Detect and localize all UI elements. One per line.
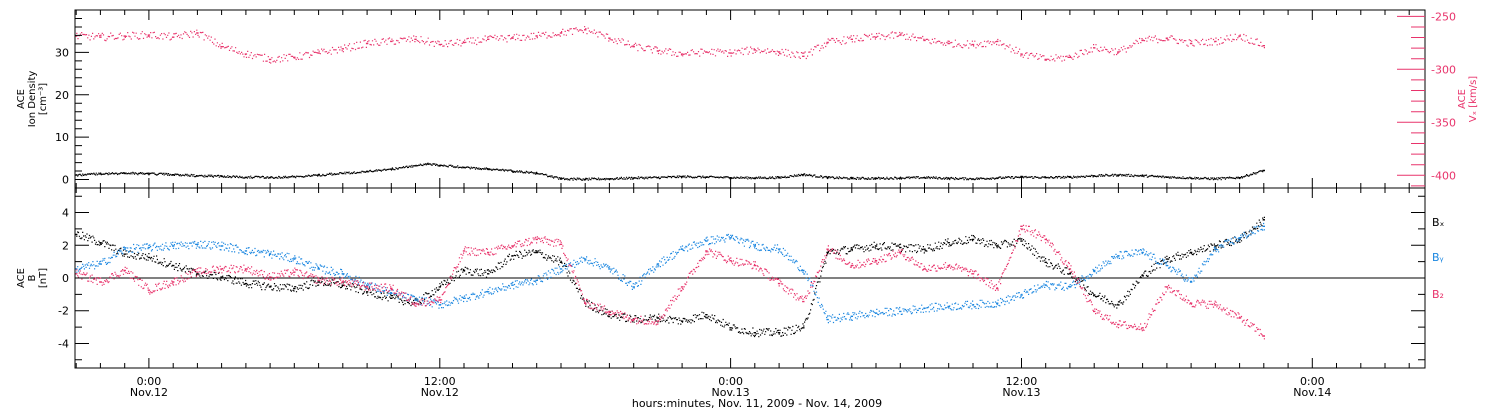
top-panel-frame [74, 9, 1426, 189]
x-tick-time: 12:00 [424, 375, 456, 388]
legend-entry: Bᵧ [1432, 251, 1444, 264]
velocity-tick-label: -300 [1431, 63, 1456, 76]
x-tick-date: Nov.14 [1293, 386, 1331, 399]
b-ticks [75, 195, 1425, 361]
b-tick-label: 2 [62, 239, 69, 252]
velocity-tick-label: -400 [1431, 169, 1456, 182]
velocity-ticks [1397, 15, 1425, 187]
density-tick-label: 10 [55, 131, 69, 144]
b-tick-label: 0 [62, 272, 69, 285]
b-tick-label: -4 [58, 337, 69, 350]
density-axis-label-line: Ion Density [27, 71, 38, 128]
velocity-axis-label: ACE Vₓ [km/s] [1457, 76, 1479, 122]
x-tick-time: 0:00 [137, 375, 162, 388]
x-axis-caption: hours:minutes, Nov. 11, 2009 - Nov. 14, … [632, 397, 882, 410]
b-axis-label-line: [nT] [38, 268, 49, 288]
density-tick-label: 30 [55, 46, 69, 59]
velocity-axis-label-line: Vₓ [km/s] [1468, 76, 1479, 122]
x-tick-time: 0:00 [1300, 375, 1325, 388]
b-tick-label: 4 [62, 207, 69, 220]
bz-series [75, 224, 1265, 340]
x-ticks [75, 10, 1410, 368]
velocity-tick-label: -350 [1431, 116, 1456, 129]
b-axis-label-line: ACE [16, 268, 27, 288]
density-tick-label: 0 [62, 174, 69, 187]
bz-series-points [75, 224, 1265, 340]
density-axis-label-line: [cm⁻³] [38, 83, 49, 115]
x-tick-date: Nov.13 [1002, 386, 1040, 399]
b-tick-label: -2 [58, 305, 69, 318]
density-tick-label: 20 [55, 89, 69, 102]
density-axis-label-line: ACE [16, 89, 27, 109]
x-tick-date: Nov.12 [421, 386, 459, 399]
x-tick-date: Nov.12 [130, 386, 168, 399]
density-series-points [75, 162, 1265, 181]
velocity-series [75, 26, 1265, 64]
density-axis-label: ACE Ion Density [cm⁻³] [16, 71, 49, 128]
legend-entry: B₂ [1432, 288, 1444, 301]
density-series [75, 162, 1265, 181]
x-tick-date: Nov.13 [712, 386, 750, 399]
velocity-tick-label: -250 [1431, 10, 1456, 23]
velocity-axis-label-line: ACE [1457, 89, 1468, 109]
b-axis-label: ACE B [nT] [16, 268, 49, 288]
x-tick-time: 12:00 [1006, 375, 1038, 388]
density-ticks [75, 9, 89, 189]
axes-layer [74, 9, 1426, 369]
x-tick-time: 0:00 [718, 375, 743, 388]
b-axis-label-line: B [27, 274, 38, 281]
top-panel-series [75, 26, 1265, 181]
legend-entry: Bₓ [1432, 216, 1445, 229]
bottom-panel-series [75, 216, 1425, 340]
velocity-series-points [75, 26, 1265, 64]
